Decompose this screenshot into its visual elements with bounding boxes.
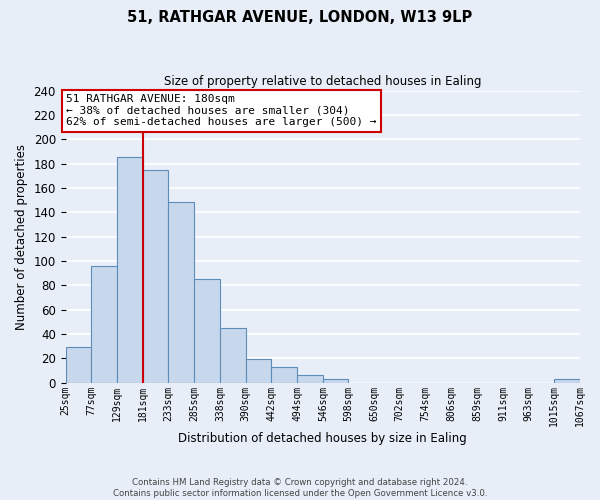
Bar <box>554 379 580 382</box>
Bar <box>194 279 220 382</box>
Text: Contains HM Land Registry data © Crown copyright and database right 2024.
Contai: Contains HM Land Registry data © Crown c… <box>113 478 487 498</box>
Bar <box>143 170 169 382</box>
Bar <box>91 266 117 382</box>
Bar <box>271 366 297 382</box>
Y-axis label: Number of detached properties: Number of detached properties <box>15 144 28 330</box>
Bar <box>246 360 271 382</box>
Bar <box>220 328 246 382</box>
Bar <box>323 379 349 382</box>
Title: Size of property relative to detached houses in Ealing: Size of property relative to detached ho… <box>164 75 482 88</box>
Bar <box>169 202 194 382</box>
X-axis label: Distribution of detached houses by size in Ealing: Distribution of detached houses by size … <box>178 432 467 445</box>
Bar <box>117 158 143 382</box>
Text: 51 RATHGAR AVENUE: 180sqm
← 38% of detached houses are smaller (304)
62% of semi: 51 RATHGAR AVENUE: 180sqm ← 38% of detac… <box>66 94 377 128</box>
Text: 51, RATHGAR AVENUE, LONDON, W13 9LP: 51, RATHGAR AVENUE, LONDON, W13 9LP <box>127 10 473 25</box>
Bar <box>297 375 323 382</box>
Bar <box>65 348 91 382</box>
